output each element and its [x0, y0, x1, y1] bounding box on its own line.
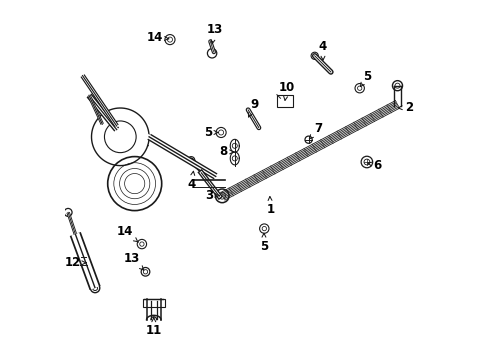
- Text: 1: 1: [266, 197, 274, 216]
- Text: 5: 5: [204, 126, 218, 139]
- Text: 6: 6: [367, 159, 381, 172]
- Text: 5: 5: [360, 70, 371, 86]
- Text: 2: 2: [398, 101, 412, 114]
- Text: 3: 3: [205, 189, 219, 202]
- Text: 5: 5: [259, 233, 267, 253]
- Text: 14: 14: [117, 225, 138, 242]
- Text: 13: 13: [206, 23, 223, 44]
- Bar: [276, 95, 292, 107]
- Text: 9: 9: [248, 98, 258, 117]
- Text: 4: 4: [187, 171, 195, 191]
- Text: 7: 7: [309, 122, 322, 139]
- Text: 11: 11: [145, 318, 162, 337]
- Text: 8: 8: [218, 145, 233, 158]
- Text: 4: 4: [318, 40, 326, 60]
- Text: 12: 12: [64, 256, 86, 269]
- Bar: [142, 299, 164, 307]
- Text: 13: 13: [124, 252, 143, 270]
- Text: 14: 14: [147, 31, 169, 44]
- Text: 10: 10: [278, 81, 294, 100]
